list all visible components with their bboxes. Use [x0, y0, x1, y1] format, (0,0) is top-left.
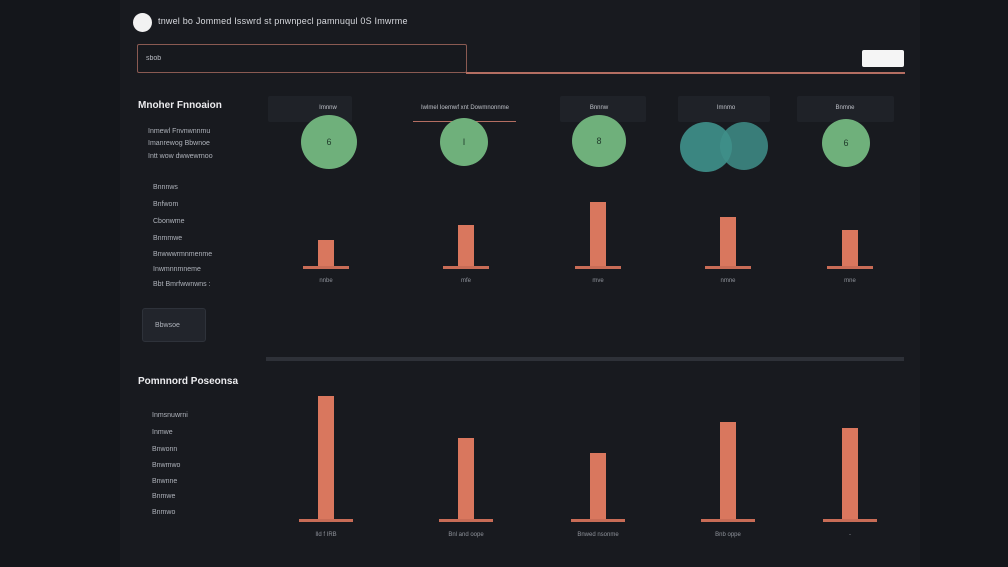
sidebar-action-label: Bbwsoe	[155, 322, 180, 329]
status-circle-label: 8	[596, 136, 602, 146]
column-header[interactable]: Imnmo	[716, 105, 736, 111]
sidebar-item[interactable]: Bnwwwrmnmenme	[153, 251, 213, 258]
chart-bar[interactable]	[720, 422, 736, 519]
sidebar-item[interactable]: Bnmwe	[152, 493, 176, 500]
chart-tick-label: Bnl and oope	[448, 532, 484, 538]
chart-bar[interactable]	[590, 202, 606, 266]
chart-baseline	[439, 519, 493, 522]
sidebar-item[interactable]: Bnnnws	[153, 184, 178, 191]
chart-bar[interactable]	[458, 438, 474, 519]
sidebar-item[interactable]: Inmsnuwrni	[152, 412, 188, 419]
status-circle-label: 6	[326, 137, 332, 147]
chart-baseline	[443, 266, 489, 269]
chart-bar[interactable]	[318, 240, 334, 266]
sidebar-item[interactable]: Inwmnnmneme	[153, 266, 201, 273]
chart-tick-label: Bnwed nsonme	[577, 532, 619, 538]
chart-tick-label: nmne	[720, 278, 736, 284]
status-circle[interactable]: 6	[822, 119, 870, 167]
column-header[interactable]: Imnnw	[319, 105, 337, 111]
sidebar-item[interactable]: Inmwe	[152, 429, 173, 436]
main-panel	[120, 0, 920, 567]
section-heading-bottom: Pomnnord Poseonsa	[138, 376, 239, 387]
sidebar-item[interactable]: Imanrewog Bbwnoe	[148, 140, 210, 147]
chart-baseline	[823, 519, 877, 522]
chart-tick-label: mfe	[460, 278, 472, 284]
search-underline	[466, 72, 905, 74]
chart-baseline	[571, 519, 625, 522]
sidebar-item[interactable]: Bnfwom	[153, 201, 179, 208]
chart-bar[interactable]	[318, 396, 334, 519]
chart-bar[interactable]	[720, 216, 736, 266]
sidebar-item[interactable]: Bbt Bmrfwwnwns :	[153, 281, 211, 288]
status-circle[interactable]: 8	[572, 115, 626, 167]
column-header[interactable]: Iwlmel Ioemwf xnt Dowmnonnme	[420, 105, 510, 111]
sidebar-action-button[interactable]: Bbwsoe	[142, 308, 206, 342]
status-circle[interactable]: 6	[301, 115, 357, 169]
sidebar-item[interactable]: Bnwonn	[152, 446, 178, 453]
page-title: tnwel bo Jommed Isswrd st pnwnpecl pamnu…	[158, 16, 408, 26]
sidebar-item[interactable]: Bnmwo	[152, 509, 176, 516]
sidebar-item[interactable]: Bnmmwe	[153, 235, 183, 242]
search-button[interactable]	[862, 50, 904, 67]
chart-baseline	[575, 266, 621, 269]
chart-baseline	[827, 266, 873, 269]
column-header[interactable]: Bnmne	[835, 105, 855, 111]
chart-tick-label: Bnb oppe	[715, 532, 741, 538]
section-divider	[266, 357, 904, 361]
sidebar-item[interactable]: Bnwmwo	[152, 462, 181, 469]
chart-baseline	[701, 519, 755, 522]
chart-bar[interactable]	[842, 230, 858, 266]
search-input[interactable]	[137, 44, 467, 73]
column-header-bg	[797, 96, 894, 122]
chart-baseline	[705, 266, 751, 269]
chart-tick-label: -	[849, 532, 851, 538]
chart-tick-label: mve	[592, 278, 604, 284]
status-circle-overlap[interactable]	[720, 122, 768, 170]
status-circle[interactable]: I	[440, 118, 488, 166]
chart-bar[interactable]	[458, 224, 474, 266]
chart-tick-label: Ild f IRB	[315, 532, 337, 538]
sidebar-item[interactable]: Intt wow dwwewrnoo	[148, 153, 213, 160]
chart-tick-label: nnbe	[319, 278, 333, 284]
status-circle-label: 6	[843, 138, 849, 148]
chart-bar[interactable]	[590, 453, 606, 519]
section-heading-top: Mnoher Fnnoaion	[138, 100, 222, 111]
column-header[interactable]: Bnnnw	[589, 105, 609, 111]
chart-bar[interactable]	[842, 428, 858, 519]
chart-baseline	[303, 266, 349, 269]
sidebar-item[interactable]: Cbonwme	[153, 218, 185, 225]
sidebar-item[interactable]: Inmewl Fnvnwnnmu	[148, 128, 211, 135]
avatar[interactable]	[133, 13, 152, 32]
sidebar-item[interactable]: Bnwnne	[152, 478, 178, 485]
status-circle-label: I	[462, 137, 466, 147]
chart-tick-label: mne	[844, 278, 856, 284]
column-header-bg	[678, 96, 770, 122]
chart-baseline	[299, 519, 353, 522]
